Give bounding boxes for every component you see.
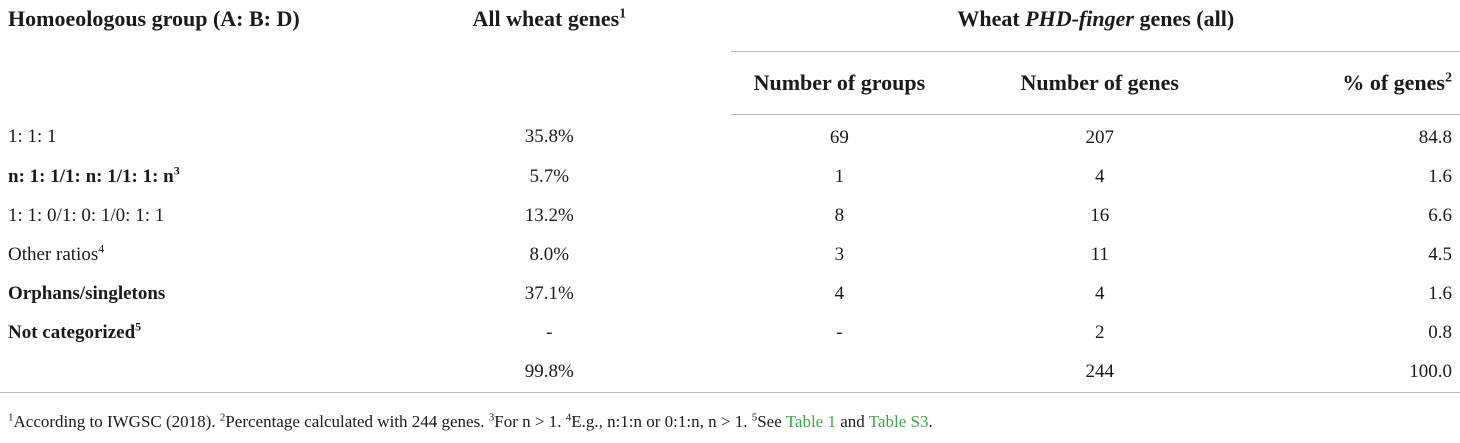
row-label: 1: 1: 0/1: 0: 1/0: 1: 1 xyxy=(8,204,165,226)
cell-percent: 4.5 xyxy=(1428,243,1452,265)
header-phd-finger-group: Wheat PHD-finger genes (all) xyxy=(731,0,1460,52)
table-row: 1: 1: 0/1: 0: 1/0: 1: 1 13.2% 8 16 6.6 xyxy=(0,196,1460,235)
homoeolog-table: Homoeologous group (A: B: D) All wheat g… xyxy=(0,0,1460,393)
row-label: Orphans/singletons xyxy=(8,282,166,304)
row-label xyxy=(0,352,368,393)
cell-groups: 3 xyxy=(834,243,845,265)
cell-percent: 84.8 xyxy=(1418,126,1452,148)
table-row: n: 1: 1/1: n: 1/1: 1: n3 5.7% 1 4 1.6 xyxy=(0,157,1460,196)
table-row: Not categorized5 - - 2 0.8 xyxy=(0,313,1460,352)
cell-all-wheat: 35.8% xyxy=(524,126,574,148)
cell-all-wheat: 99.8% xyxy=(367,352,732,393)
cell-all-wheat: 37.1% xyxy=(524,282,574,304)
cell-all-wheat: 5.7% xyxy=(529,165,570,187)
cell-genes: 4 xyxy=(1095,282,1105,304)
row-label: Not categorized5 xyxy=(8,319,142,343)
cell-percent: 100.0 xyxy=(1252,352,1460,393)
header-number-of-genes: Number of genes xyxy=(947,51,1253,115)
cell-genes: 244 xyxy=(947,352,1253,393)
link-table-s3[interactable]: Table S3 xyxy=(868,412,929,431)
cell-all-wheat: - xyxy=(546,321,553,343)
cell-percent: 6.6 xyxy=(1428,204,1452,226)
cell-groups: 69 xyxy=(829,126,849,148)
table-row: 1: 1: 1 35.8% 69 207 84.8 xyxy=(0,115,1460,158)
table-row: Orphans/singletons 37.1% 4 4 1.6 xyxy=(0,274,1460,313)
table-footnote: 1According to IWGSC (2018). 2Percentage … xyxy=(8,411,933,431)
cell-groups: 1 xyxy=(834,165,845,187)
cell-groups: 4 xyxy=(834,282,845,304)
cell-all-wheat: 8.0% xyxy=(529,243,570,265)
cell-genes: 2 xyxy=(1095,321,1105,343)
cell-genes: 207 xyxy=(1085,126,1115,148)
header-homoeologous-group: Homoeologous group (A: B: D) xyxy=(8,6,300,31)
row-label: Other ratios4 xyxy=(8,241,105,265)
header-all-wheat-genes: All wheat genes1 xyxy=(472,6,627,31)
header-percent-of-genes: % of genes2 xyxy=(1252,51,1460,115)
header-number-of-groups: Number of groups xyxy=(731,51,948,115)
row-label: 1: 1: 1 xyxy=(8,126,57,148)
cell-percent: 1.6 xyxy=(1428,165,1452,187)
row-label: n: 1: 1/1: n: 1/1: 1: n3 xyxy=(8,163,180,187)
cell-percent: 1.6 xyxy=(1428,282,1452,304)
cell-groups: 8 xyxy=(834,204,845,226)
cell-genes: 4 xyxy=(1095,165,1105,187)
cell-percent: 0.8 xyxy=(1428,321,1452,343)
table-row: Other ratios4 8.0% 3 11 4.5 xyxy=(0,235,1460,274)
cell-groups xyxy=(731,352,948,393)
cell-groups: - xyxy=(836,321,843,343)
cell-all-wheat: 13.2% xyxy=(524,204,574,226)
cell-genes: 16 xyxy=(1090,204,1110,226)
link-table-1[interactable]: Table 1 xyxy=(785,412,836,431)
cell-genes: 11 xyxy=(1090,243,1109,265)
table-row-total: 99.8% 244 100.0 xyxy=(0,352,1460,393)
